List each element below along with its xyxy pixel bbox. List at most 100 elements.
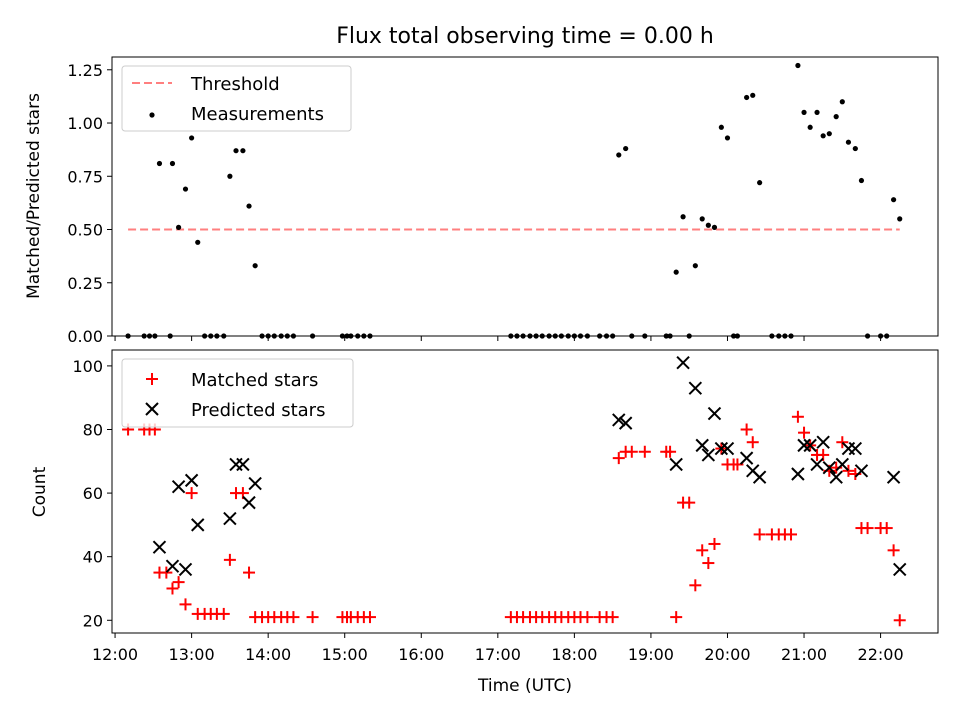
matched-star-point [785,528,798,541]
measurement-point [744,94,750,101]
measurement-point [565,333,571,339]
matched-star-point [179,598,192,611]
matched-star-point [887,544,900,557]
measurement-point [711,224,718,230]
x-tick-label: 13:00 [169,645,215,664]
measurement-point [214,333,220,339]
measurement-point [692,263,698,269]
legend-predicted-label: Predicted stars [191,400,325,421]
bottom-legend-frame [121,358,354,428]
matched-star-point [172,576,185,589]
measurement-point [686,333,692,339]
measurement-point [533,333,539,339]
measurement-point [202,333,208,339]
measurement-point [265,333,271,339]
measurement-point [757,180,763,186]
matched-star-point [306,611,319,624]
measurement-point [271,333,277,339]
top-data-marks [125,62,903,339]
matched-star-point [166,582,179,595]
matched-star-point [217,607,230,620]
measurement-point [527,333,533,339]
measurement-point [724,135,731,141]
measurement-point [623,145,629,152]
predicted-star-point [886,470,901,484]
predicted-star-point [171,480,186,494]
matched-star-point [798,426,811,439]
predicted-star-point [816,435,830,449]
matched-star-point [363,611,376,624]
measurement-point [667,333,673,339]
matched-star-point [740,423,753,436]
predicted-star-point [191,518,205,532]
matched-star-point [791,410,804,423]
predicted-star-point [752,470,767,484]
measurement-point [858,177,865,184]
measurement-point [284,333,290,339]
predicted-star-point [822,460,837,475]
predicted-star-point [184,473,199,488]
measurement-point [361,333,367,339]
predicted-star-point [676,356,690,370]
predicted-star-point [618,416,633,430]
measurement-point [884,333,890,339]
measurement-point [520,333,526,339]
chart-title: Flux total observing time = 0.00 h [336,24,714,49]
bottom-x-axis-label: Time (UTC) [477,676,572,696]
matched-star-point [581,611,594,624]
measurement-point [233,148,239,154]
legend-matched-label: Matched stars [191,370,318,391]
measurement-point [776,333,782,339]
top-axis-ticks: 0.00 0.25 0.50 0.75 1.00 1.25 [67,61,882,346]
x-tick-label: 12:00 [92,645,138,664]
measurement-point [616,152,622,158]
predicted-star-point [701,448,716,462]
predicted-star-point [165,559,180,573]
measurement-point [146,333,153,339]
measurement-point [750,92,756,98]
measurement-point [597,333,603,339]
measurement-point [807,124,813,130]
measurement-point [890,197,897,203]
matched-star-point [638,445,651,458]
measurement-point [718,124,724,130]
y-tick-label: 1.25 [67,61,103,80]
measurement-point [259,333,265,339]
measurement-point [508,333,514,339]
measurement-point [195,239,201,245]
measurement-point [240,148,246,154]
measurement-point [782,333,788,339]
x-tick-label: 17:00 [475,645,521,664]
matched-star-point [683,496,696,509]
measurement-point [663,333,669,339]
measurement-point [348,333,354,339]
measurement-point [189,135,195,141]
predicted-star-point [248,476,262,491]
y-tick-label: 0.00 [67,327,103,346]
matched-star-point [836,436,849,449]
predicted-star-point [669,457,683,472]
measurement-point [182,186,189,192]
measurement-point [897,216,903,222]
measurement-point [552,333,558,339]
measurement-point [252,263,258,269]
legend-measurements-swatch [149,112,155,118]
predicted-star-point [688,381,703,395]
measurement-point [852,145,858,152]
measurement-point [152,333,158,339]
measurement-point [629,333,635,339]
measurement-point [156,160,163,167]
measurement-point [833,114,839,120]
measurement-point [705,222,711,228]
measurement-point [208,333,214,339]
measurement-point [141,333,147,339]
predicted-star-point [695,438,709,453]
matched-star-point [243,566,256,579]
y-tick-label: 1.00 [67,114,103,133]
x-tick-label: 14:00 [245,645,291,664]
measurement-point [344,333,350,339]
measurement-point [801,109,807,115]
x-tick-label: 18:00 [551,645,597,664]
legend-measurements-label: Measurements [191,104,324,125]
